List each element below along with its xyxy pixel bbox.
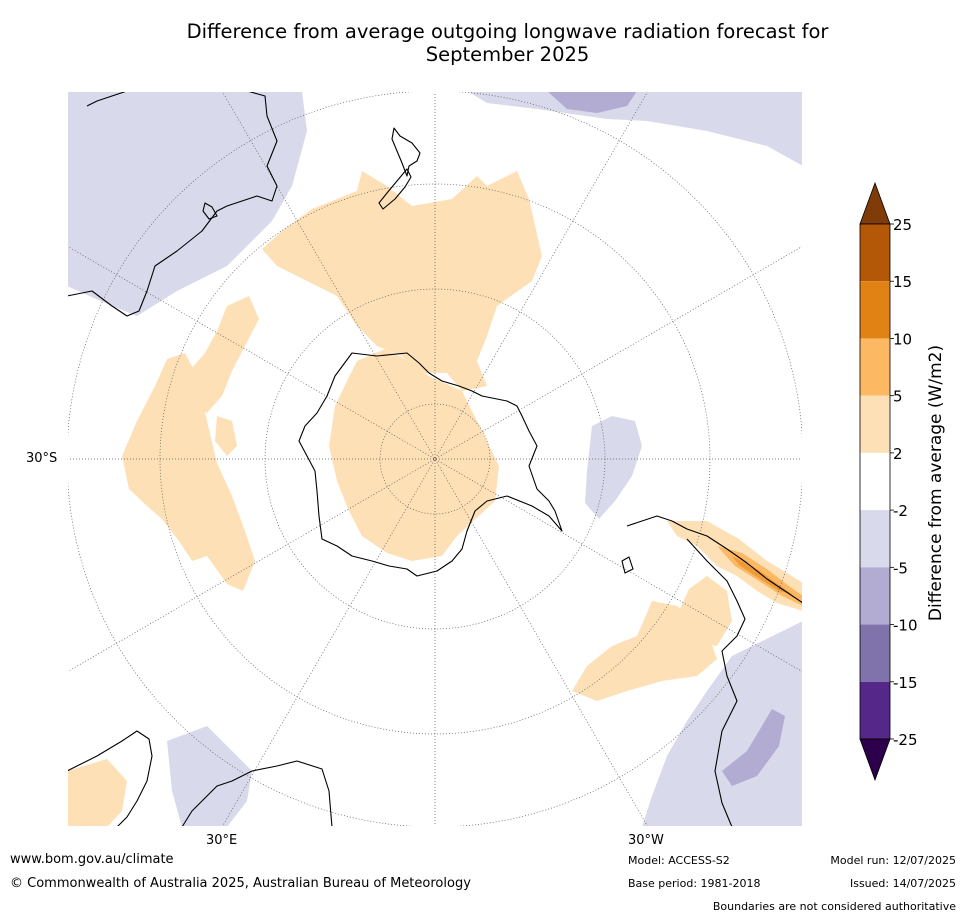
colorbar-tick-label: 5 [893,388,903,406]
map-frame [67,91,803,827]
colorbar-band [860,224,890,282]
coastline-africa [67,730,333,827]
colorbar-band [860,281,890,339]
anomaly-region-pos-africa [67,759,127,827]
coastline-falklands [621,556,634,574]
title-line-2: September 2025 [425,43,590,66]
positive-anomaly-layer [67,171,803,827]
footer-copyright: © Commonwealth of Australia 2025, Austra… [10,876,471,891]
graticule [67,91,803,827]
colorbar-band [860,681,890,739]
anomaly-region-neg-top-dark [547,91,637,113]
colorbar-tick-label: 10 [893,330,912,348]
colorbar-title: Difference from average (W/m2) [926,344,946,622]
colorbar-band [860,624,890,682]
map-svg [67,91,803,827]
meridian-60 [67,245,803,673]
colorbar-bands [860,224,890,739]
anomaly-region-pos-pacific [262,171,542,391]
anomaly-region-neg-indian-ocean [67,91,307,316]
colorbar-ticks: 25 15 10 5 2 -2 -5 -10 -15 -25 [890,216,918,749]
colorbar: 25 15 10 5 2 -2 -5 -10 -15 -25 [855,180,965,790]
colorbar-band [860,395,890,453]
colorbar-band [860,452,890,511]
colorbar-band [860,567,890,625]
coastline-south-america [626,515,803,827]
meridian-30 [221,91,649,827]
anomaly-region-neg-south-america-dark [722,709,785,786]
colorbar-tick-label: -25 [893,731,918,749]
footer-website: www.bom.gov.au/climate [10,852,174,867]
footer-disclaimer: Boundaries are not considered authoritat… [712,900,956,913]
coastlines [67,91,803,827]
anomaly-region-pos-antarctica [329,349,499,561]
footer-model-run: Model run: 12/07/2025 [830,854,956,867]
colorbar-band [860,338,890,396]
meridian-120 [67,245,803,673]
colorbar-tick-label: -15 [893,674,918,692]
colorbar-tick-label: 15 [893,273,912,291]
anomaly-region-pos-atlantic [572,601,717,701]
coastline-antarctica [298,352,563,577]
colorbar-tick-label: -2 [893,502,908,520]
colorbar-tick-label: -5 [893,559,908,577]
colorbar-band [860,510,890,568]
colorbar-tick-label: 25 [893,216,912,234]
anomaly-region-pos-indian-2 [122,353,255,591]
anomaly-region-neg-africa [167,726,252,827]
colorbar-svg: 25 15 10 5 2 -2 -5 -10 -15 -25 [859,181,918,782]
anomaly-region-pos-south-america-2 [679,576,732,646]
label-30w: 30°W [628,833,664,848]
colorbar-tick-label: 2 [893,445,903,463]
footer-issued: Issued: 14/07/2025 [849,877,956,890]
footer-base-period: Base period: 1981-2018 [628,877,761,890]
meridian-150 [221,91,649,827]
colorbar-arrow-bottom [859,738,891,782]
chart-title: Difference from average outgoing longwav… [0,20,965,66]
anomaly-region-pos-indian-3 [215,416,237,456]
coastline-new-zealand-north [391,127,421,177]
coastline-tasmania [202,202,218,220]
label-30e: 30°E [206,833,238,848]
coastline-australia [67,91,278,317]
footer-model: Model: ACCESS-S2 [628,854,730,867]
colorbar-arrow-top [859,181,891,225]
coastline-new-zealand-south [378,168,412,210]
title-line-1: Difference from average outgoing longwav… [186,20,829,43]
colorbar-frame [859,223,891,740]
anomaly-region-neg-atlantic [585,416,642,519]
anomaly-region-pos-indian [185,296,259,413]
colorbar-tick-label: -10 [893,617,918,635]
anomaly-region-neg-south-america [642,621,803,827]
map-panel [67,91,803,827]
label-30s: 30°S [26,451,58,466]
